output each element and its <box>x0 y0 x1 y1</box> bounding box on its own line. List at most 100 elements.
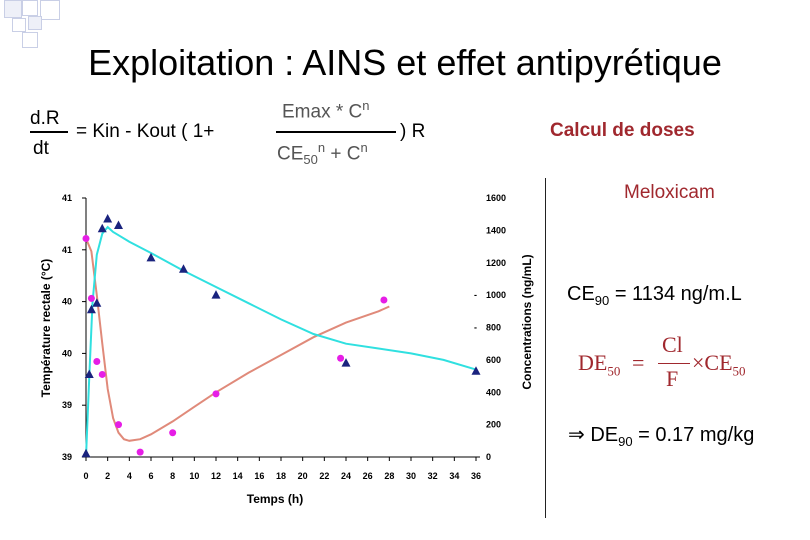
concentration-point <box>341 358 351 367</box>
y-left-tick-label: 39 <box>62 452 72 462</box>
x-tick-label: 22 <box>319 471 329 481</box>
formula-lhs-subscript: 50 <box>607 363 621 379</box>
y-left-tick-label: 39 <box>62 400 72 410</box>
decorative-square <box>40 0 60 20</box>
x-tick-label: 28 <box>384 471 394 481</box>
y-right-tick-dash: - <box>474 323 477 333</box>
decorative-square <box>22 32 38 48</box>
temperature-point <box>337 354 345 362</box>
y-right-tick-label: 600 <box>486 355 501 365</box>
temperature-point <box>115 421 122 429</box>
temperature-point <box>169 429 177 437</box>
formula-rhs-subscript: 50 <box>732 363 746 379</box>
y-left-tick-label: 40 <box>62 297 72 307</box>
y-right-tick-label: 800 <box>486 323 501 333</box>
decorative-square <box>12 18 26 32</box>
denominator-plus: + C <box>325 143 361 165</box>
formula-lhs: DE50 <box>578 350 620 379</box>
equation-lhs-denominator: dt <box>33 138 49 159</box>
concentration-point <box>471 366 481 375</box>
ce90-base: CE <box>567 283 595 305</box>
temperature-point <box>82 234 90 242</box>
equation-lhs-fraction-bar <box>30 131 68 133</box>
equation-fraction-denominator: CE50n + Cn <box>277 140 368 167</box>
denominator-exponent-2: n <box>360 140 368 155</box>
x-tick-label: 8 <box>170 471 175 481</box>
formula-rhs-base: ×CE <box>692 350 733 375</box>
y-left-tick-label: 40 <box>62 348 72 358</box>
x-tick-label: 20 <box>298 471 308 481</box>
x-tick-label: 26 <box>363 471 373 481</box>
y-left-tick-label: 41 <box>62 245 72 255</box>
concentration-point <box>97 223 107 233</box>
slide-title: Exploitation : AINS et effet antipyrétiq… <box>88 42 722 83</box>
x-tick-label: 30 <box>406 471 416 481</box>
concentration-point <box>92 298 102 307</box>
formula-lhs-base: DE <box>578 350 608 375</box>
x-tick-label: 24 <box>341 471 351 481</box>
temperature-point <box>98 370 106 378</box>
concentration-point <box>86 304 96 314</box>
y-right-tick-label: 1600 <box>486 193 506 203</box>
x-tick-label: 12 <box>211 471 221 481</box>
decorative-square <box>22 0 38 16</box>
x-tick-label: 4 <box>127 471 132 481</box>
dose-calculation-heading: Calcul de doses <box>550 120 695 141</box>
denominator-subscript: 50 <box>303 152 318 168</box>
concentration-point <box>146 252 156 262</box>
y-right-axis-title: Concentrations (ng/mL) <box>520 254 534 389</box>
concentration-fit-curve <box>85 225 477 458</box>
formula-rhs: ×CE50 <box>692 350 746 379</box>
decorative-square <box>4 0 22 18</box>
drug-name: Meloxicam <box>624 182 715 203</box>
y-right-tick-dash: - <box>474 290 477 300</box>
x-tick-label: 34 <box>449 471 459 481</box>
concentration-point <box>114 220 123 230</box>
ce90-subscript: 90 <box>594 293 610 308</box>
x-tick-label: 10 <box>189 471 199 481</box>
dose-result: ⇒ DE90 = 0.17 mg/kg <box>568 422 754 449</box>
result-value: = 0.17 mg/kg <box>632 424 755 446</box>
concentration-point <box>103 214 113 223</box>
formula-equals: = <box>632 350 645 375</box>
numerator-base: Emax * C <box>282 101 363 123</box>
x-tick-label: 14 <box>233 471 243 481</box>
ce90-value: CE90 = 1134 ng/m.L <box>567 283 742 308</box>
equation-fraction-bar <box>276 131 396 133</box>
equation-middle: = Kin - Kout ( 1+ <box>76 121 215 142</box>
y-right-tick-label: 1400 <box>486 225 506 235</box>
temperature-point <box>93 357 101 365</box>
equation-lhs-numerator: d.R <box>30 108 60 129</box>
concentration-point <box>211 290 221 299</box>
sidebar-divider <box>545 178 546 518</box>
equation-fraction-numerator: Emax * Cn <box>282 98 369 123</box>
temperature-fit-curve <box>85 238 390 442</box>
temperature-point <box>380 296 388 304</box>
result-base: DE <box>584 424 619 446</box>
x-tick-label: 2 <box>105 471 110 481</box>
y-right-tick-label: 1000 <box>486 290 506 300</box>
concentration-point <box>84 369 94 378</box>
y-left-axis-title: Température rectale (°C) <box>39 259 53 398</box>
x-axis-title: Temps (h) <box>247 492 303 506</box>
temperature-point <box>136 448 144 456</box>
ce90-text: = 1134 ng/m.L <box>609 283 742 305</box>
concentration-point <box>179 264 188 273</box>
temperature-point <box>87 294 95 302</box>
x-tick-label: 16 <box>254 471 264 481</box>
concentration-point <box>81 448 91 458</box>
x-tick-label: 0 <box>83 471 88 481</box>
equation-tail: ) R <box>400 121 426 142</box>
implies-arrow: ⇒ <box>568 424 585 446</box>
y-right-tick-label: 200 <box>486 420 501 430</box>
formula-denominator: F <box>666 366 679 391</box>
result-subscript: 90 <box>618 434 633 449</box>
x-tick-label: 18 <box>276 471 286 481</box>
y-right-tick-label: 0 <box>486 452 491 462</box>
x-tick-label: 36 <box>471 471 481 481</box>
denominator-base: CE <box>277 143 304 165</box>
x-tick-label: 6 <box>148 471 153 481</box>
temperature-point <box>212 390 220 398</box>
formula-fraction-bar <box>658 363 690 364</box>
